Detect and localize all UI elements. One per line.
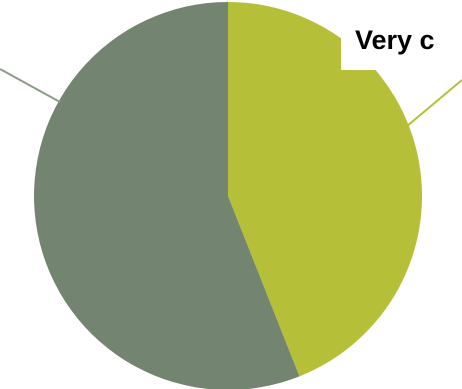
pie-slices xyxy=(34,1,423,389)
leader-line-1 xyxy=(0,68,61,103)
leader-line-0 xyxy=(401,79,462,132)
pie-slice-1 xyxy=(34,2,300,389)
slice-label-very-c: Very c xyxy=(341,22,462,70)
leader-lines xyxy=(0,68,462,132)
pie-slice-0 xyxy=(228,1,423,377)
